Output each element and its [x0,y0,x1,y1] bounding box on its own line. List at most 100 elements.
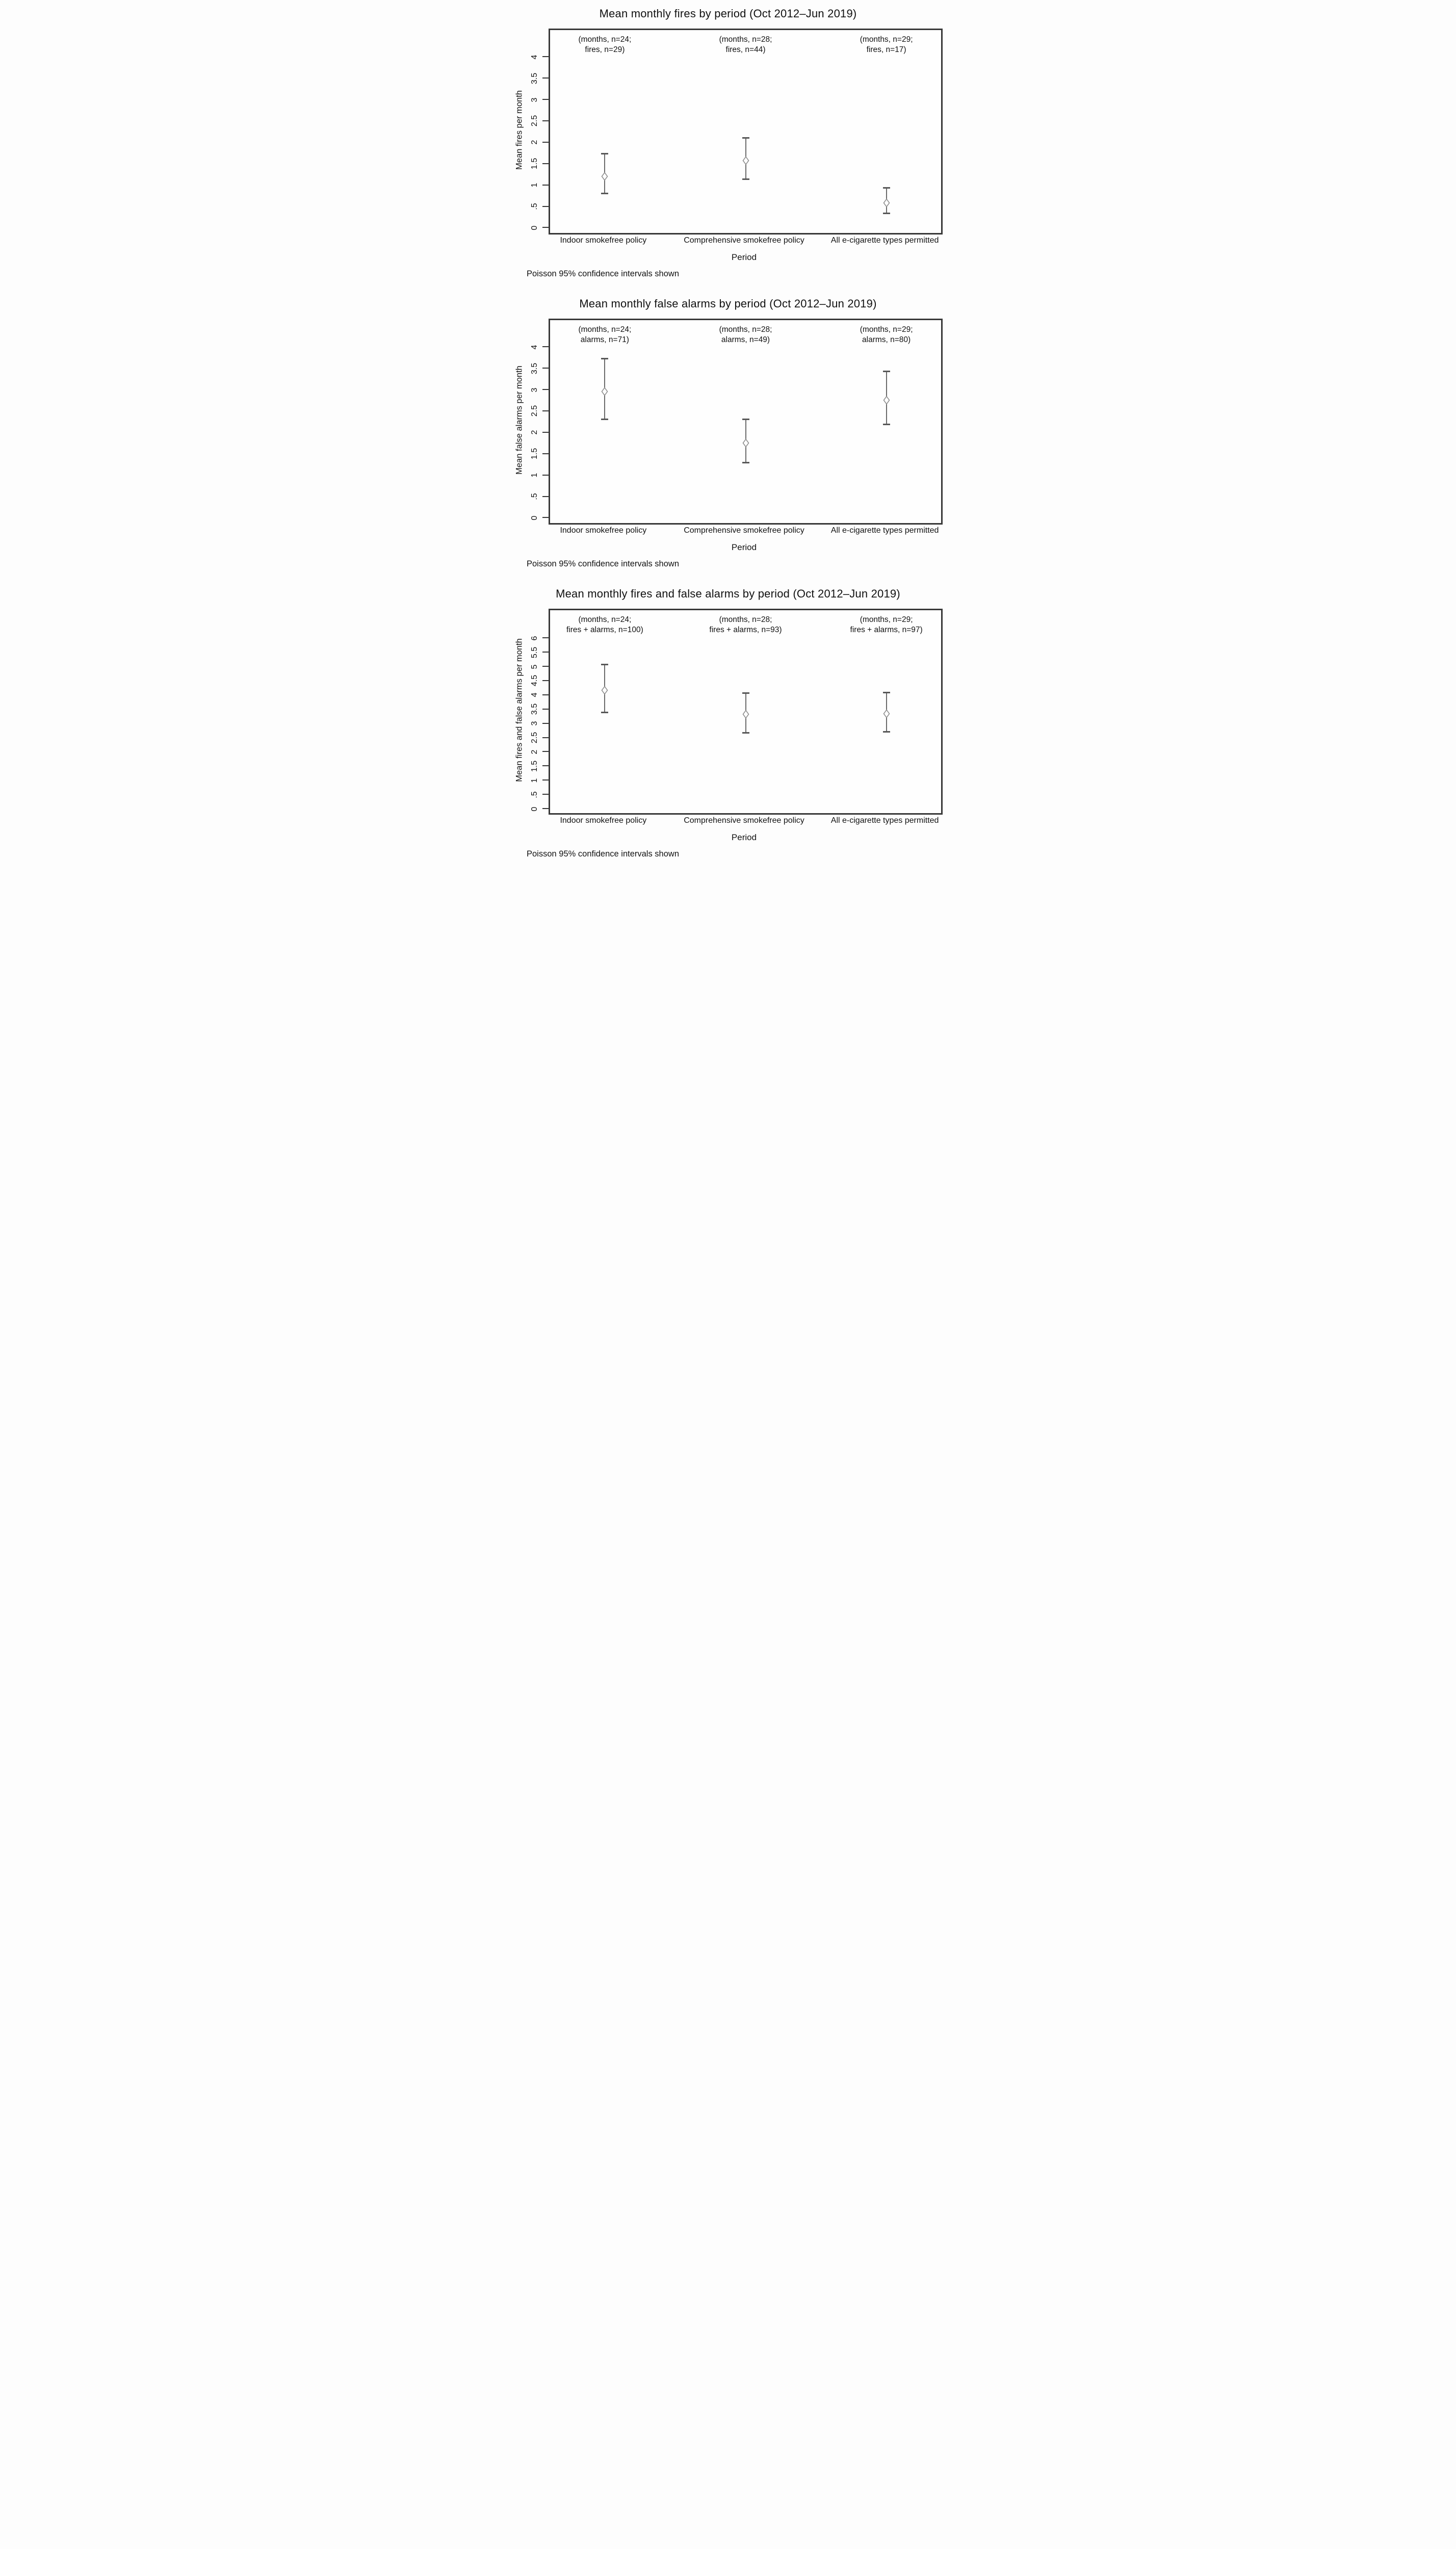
chart-false-alarms: Mean monthly false alarms by period (Oct… [509,292,947,569]
ci-upper-cap [601,664,609,666]
y-axis-tick [542,163,549,164]
chart-title: Mean monthly fires by period (Oct 2012–J… [599,7,857,20]
sample-size-annotation: (months, n=29; fires, n=17) [860,35,913,56]
ci-lower-cap [601,418,609,420]
x-axis-title: Period [731,252,757,262]
y-axis-label: Mean fires per month [514,90,524,170]
y-axis-tick [542,184,549,186]
y-axis-tick [542,779,549,781]
mean-marker-diamond [601,387,608,396]
annotation-line-2: fires + alarms, n=93) [709,626,782,635]
y-axis-tick [542,227,549,228]
ci-upper-cap [601,152,609,154]
x-category-label: All e-cigarette types permitted [830,816,939,825]
annotation-line-1: (months, n=28; [719,35,772,44]
y-axis-tick [542,737,549,738]
y-axis-tick-label: 4 [530,345,539,350]
y-axis-label: Mean fires and false alarms per month [514,638,524,782]
y-axis-tick-label: 4.5 [530,675,539,687]
annotation-line-2: fires + alarms, n=100) [566,626,643,635]
chart-fires: Mean monthly fires by period (Oct 2012–J… [509,2,947,279]
y-axis-tick [542,410,549,411]
y-axis-tick-label: .5 [530,493,539,500]
ci-lower-cap [882,423,890,425]
x-category-label: Indoor smokefree policy [560,526,647,535]
y-axis-tick-label: 1.5 [530,760,539,772]
y-axis-tick-label: 4 [530,692,539,697]
y-axis-tick-label: 1 [530,183,539,188]
x-category-label: Comprehensive smokefree policy [684,236,804,245]
ci-upper-cap [601,357,609,359]
y-axis-tick-label: 0 [530,807,539,812]
plot-area: (months, n=24; fires + alarms, n=100) (mon… [549,609,943,815]
y-axis-tick-label: 3.5 [530,704,539,715]
y-axis-tick-label: 3.5 [530,362,539,374]
mean-marker-diamond [742,710,749,719]
y-axis-tick [542,652,549,653]
annotation-line-2: alarms, n=80) [862,335,911,345]
plot-area: (months, n=24; alarms, n=71) (months, n=28… [549,319,943,525]
annotation-line-1: (months, n=29; [860,35,913,44]
y-axis-tick [542,637,549,639]
annotation-line-2: fires, n=17) [866,45,906,55]
ci-lower-cap [601,192,609,194]
y-axis-tick [542,120,549,121]
y-axis-tick-label: 0 [530,225,539,230]
y-axis-tick [542,431,549,433]
y-axis-tick-label: 5 [530,664,539,669]
mean-marker-diamond [742,438,749,448]
mean-marker-diamond [742,156,749,166]
sample-size-annotation: (months, n=24; fires, n=29) [578,35,631,56]
mean-marker-diamond [883,395,890,405]
ci-upper-cap [742,137,749,139]
ci-upper-cap [742,418,749,420]
y-axis-tick [542,666,549,667]
y-axis-tick-label: 6 [530,636,539,641]
sample-size-annotation: (months, n=29; alarms, n=80) [860,325,913,346]
y-axis-tick-label: 1 [530,473,539,478]
ci-lower-cap [742,178,749,180]
ci-upper-cap [742,692,749,694]
annotation-line-1: (months, n=28; [719,325,772,334]
x-axis-title: Period [731,833,757,842]
x-axis-category-labels: Indoor smokefree policy Comprehensive smo… [549,815,940,827]
footnote: Poisson 95% confidence intervals shown [527,849,680,859]
ci-lower-cap [601,711,609,713]
y-axis-tick-label: 4 [530,55,539,60]
y-axis-tick-label: .5 [530,791,539,798]
x-axis-category-labels: Indoor smokefree policy Comprehensive smo… [549,525,940,537]
annotation-line-2: fires + alarms, n=97) [850,626,923,635]
y-axis-tick-label: 2.5 [530,115,539,127]
mean-marker-diamond [883,709,890,719]
annotation-line-1: (months, n=29; [860,615,913,624]
y-axis-tick [542,694,549,695]
annotation-line-2: fires, n=29) [585,45,625,55]
ci-lower-cap [742,462,749,464]
x-axis-category-labels: Indoor smokefree policy Comprehensive smo… [549,235,940,247]
x-category-label: All e-cigarette types permitted [830,526,939,535]
x-category-label: Indoor smokefree policy [560,816,647,825]
chart-fires-and-false-alarms: Mean monthly fires and false alarms by p… [509,582,947,859]
footnote: Poisson 95% confidence intervals shown [527,269,680,278]
y-axis-tick [542,708,549,710]
annotation-line-1: (months, n=24; [578,325,632,334]
y-axis-tick [542,680,549,681]
annotation-line-1: (months, n=28; [719,615,772,624]
y-axis-tick-label: 5.5 [530,646,539,658]
y-axis-tick-label: 2 [530,140,539,145]
y-axis-tick-label: 3 [530,721,539,726]
mean-marker-diamond [601,685,608,695]
y-axis-tick [542,751,549,752]
y-axis-tick-label: 2 [530,430,539,435]
y-axis-tick [542,205,549,207]
y-axis-tick-label: 1.5 [530,158,539,170]
y-axis-tick [542,141,549,143]
y-axis-tick [542,453,549,454]
y-axis-tick [542,368,549,369]
chart-title: Mean monthly false alarms by period (Oct… [579,297,877,310]
y-axis-label: Mean false alarms per month [514,366,524,475]
annotation-line-2: alarms, n=71) [580,335,629,345]
y-axis-tick [542,389,549,391]
x-category-label: Comprehensive smokefree policy [684,526,804,535]
y-axis-tick-label: .5 [530,203,539,210]
